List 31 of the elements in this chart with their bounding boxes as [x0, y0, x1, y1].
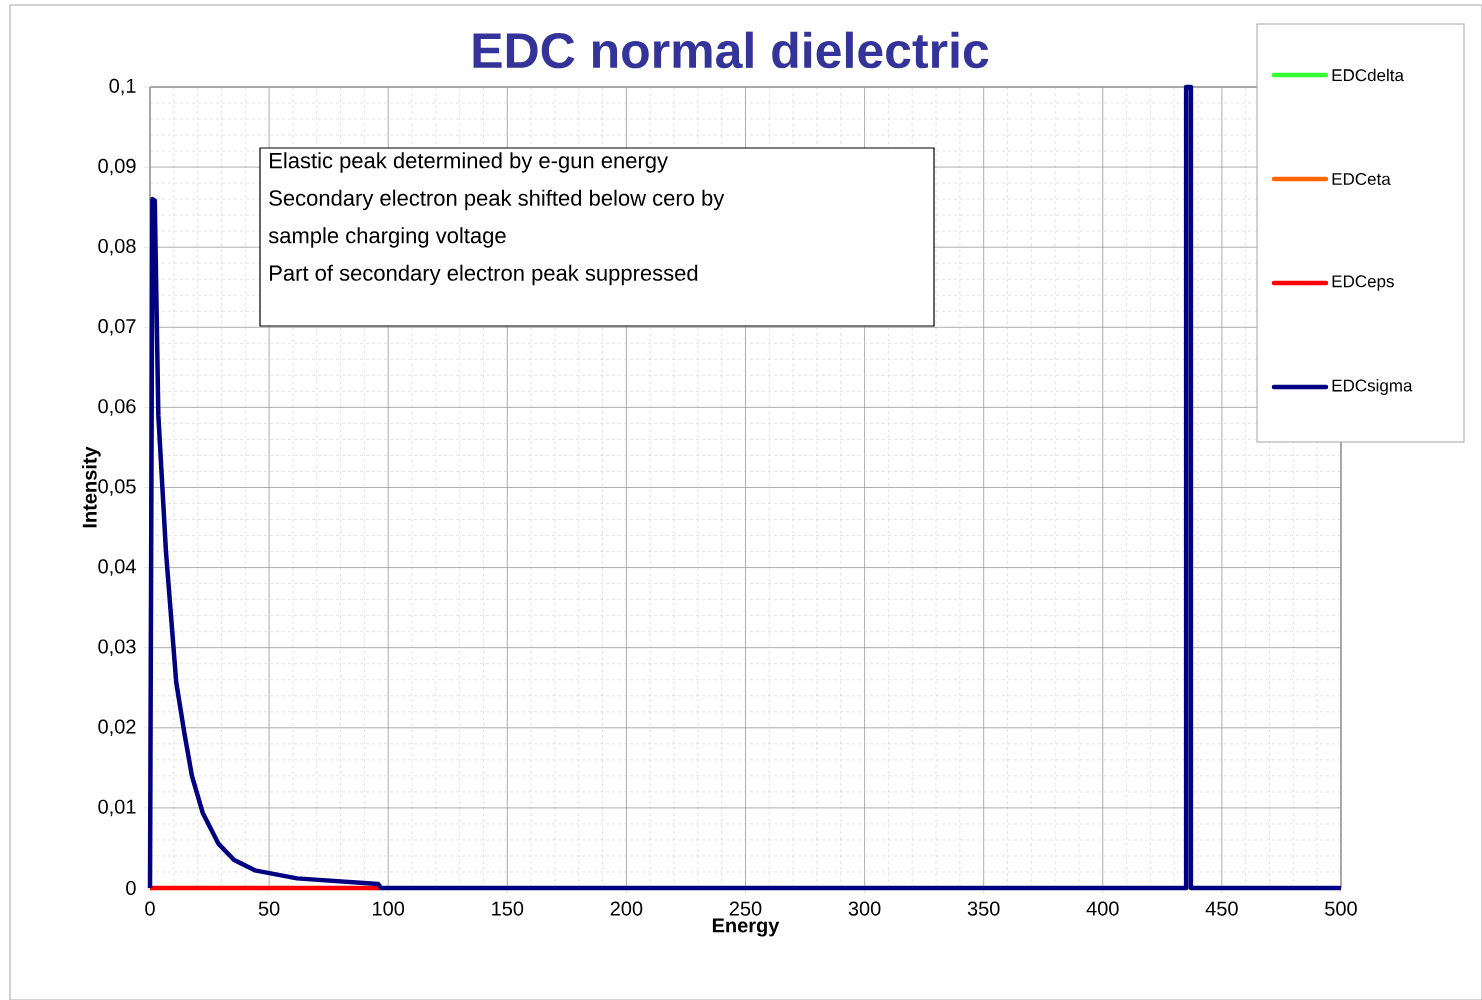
y-tick-label: 0	[126, 880, 136, 896]
x-tick-label: 250	[729, 901, 762, 916]
x-tick-label: 100	[373, 901, 405, 916]
legend-label: EDCdelta	[1332, 68, 1404, 82]
legend-label: EDCeta	[1332, 172, 1391, 186]
y-tick-label: 0,1	[109, 78, 136, 96]
x-axis-title: Energy	[712, 918, 780, 937]
y-tick-label: 0,07	[98, 319, 136, 336]
y-tick-label: 0,02	[98, 719, 136, 737]
y-tick-label: 0,08	[98, 238, 136, 256]
x-tick-label: 300	[848, 901, 881, 916]
legend-label: EDCeps	[1332, 275, 1394, 291]
y-tick-label: 0,01	[98, 799, 136, 817]
x-tick-label: 500	[1325, 901, 1357, 916]
legend-label: EDCsigma	[1332, 379, 1413, 395]
x-tick-label: 50	[258, 901, 280, 916]
x-tick-label: 200	[610, 901, 643, 916]
chart-title: EDC normal dielectric	[473, 31, 989, 69]
y-tick-label: 0,06	[98, 399, 136, 416]
x-tick-label: 150	[492, 901, 524, 916]
x-tick-label: 400	[1086, 901, 1119, 916]
y-tick-label: 0,09	[98, 158, 136, 176]
y-tick-label: 0,03	[98, 639, 136, 656]
x-tick-label: 350	[967, 901, 1000, 916]
x-tick-label: 450	[1205, 901, 1238, 916]
annotation: Part of secondary electron peak suppressed	[270, 264, 698, 286]
annotation: Elastic peak determined by e-gun energy	[270, 152, 668, 173]
y-tick-label: 0,04	[98, 559, 136, 576]
annotation: Secondary electron peak shifted below cero by	[269, 189, 725, 211]
x-tick-label: 0	[145, 901, 155, 916]
annotation: sample charging voltage	[268, 227, 506, 248]
